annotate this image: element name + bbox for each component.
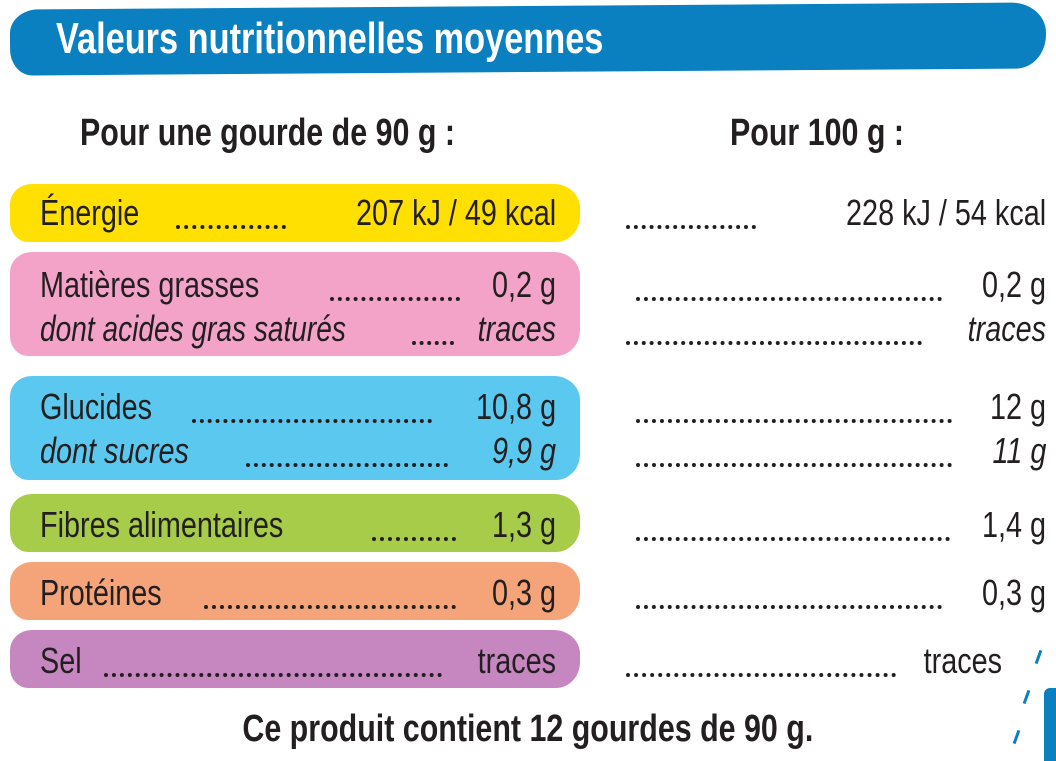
leader-dots [176,225,286,229]
leader-dots [626,673,896,677]
value-per-100g: 228 kJ / 54 kcal [845,192,1046,233]
value-per-serving: 9,9 g [491,430,556,471]
footer-note: Ce produit contient 12 gourdes de 90 g. [242,708,814,750]
value-per-100g: 1,4 g [981,504,1046,545]
nutrient-label: Énergie [40,192,140,233]
value-per-100g: 0,3 g [981,572,1046,613]
nutrient-sublabel: dont sucres [40,430,189,471]
value-per-serving: 1,3 g [491,504,556,545]
protein-row-highlight [10,562,580,620]
leader-dots [636,605,942,609]
header-per-100g: Pour 100 g : [730,112,948,155]
decorative-edge-tab [1044,688,1056,761]
energy-row-highlight [10,184,580,242]
decorative-dash [1022,689,1031,705]
leader-dots [246,463,448,467]
value-per-serving: 0,3 g [491,572,556,613]
page-title: Valeurs nutritionnelles moyennes [56,14,758,64]
nutrient-label: Matières grasses [40,264,260,305]
header-per-serving: Pour une gourde de 90 g : [80,112,549,155]
value-per-100g: 0,2 g [981,264,1046,305]
header-per-serving-text: Pour une gourde de 90 g : [80,112,455,154]
fibre-row-highlight [10,494,580,552]
salt-row-highlight [10,630,580,688]
value-per-serving: 207 kJ / 49 kcal [355,192,556,233]
value-per-serving: 0,2 g [491,264,556,305]
leader-dots [330,297,460,301]
carbs-row-highlight [10,376,580,480]
page-title-text: Valeurs nutritionnelles moyennes [56,14,604,63]
leader-dots [104,673,442,677]
leader-dots [626,341,922,345]
nutrient-label: Sel [40,640,82,681]
leader-dots [636,463,952,467]
nutrient-label: Fibres alimentaires [40,504,284,545]
value-per-100g: 12 g [989,386,1046,427]
value-per-serving: traces [477,308,556,349]
nutrient-label: Protéines [40,572,162,613]
leader-dots [412,341,454,345]
leader-dots [192,419,432,423]
value-per-100g: traces [923,640,1002,681]
nutrient-label: Glucides [40,386,153,427]
value-per-serving: 10,8 g [475,386,556,427]
fat-row-highlight [10,252,580,356]
leader-dots [204,605,456,609]
leader-dots [372,537,456,541]
value-per-100g: 11 g [992,430,1046,471]
value-per-100g: traces [967,308,1046,349]
header-per-100g-text: Pour 100 g : [730,112,904,154]
leader-dots [636,419,952,423]
leader-dots [626,225,756,229]
value-per-serving: traces [477,640,556,681]
decorative-dash [1034,649,1043,665]
leader-dots [636,297,942,301]
leader-dots [636,537,950,541]
nutrient-sublabel: dont acides gras saturés [40,308,346,349]
